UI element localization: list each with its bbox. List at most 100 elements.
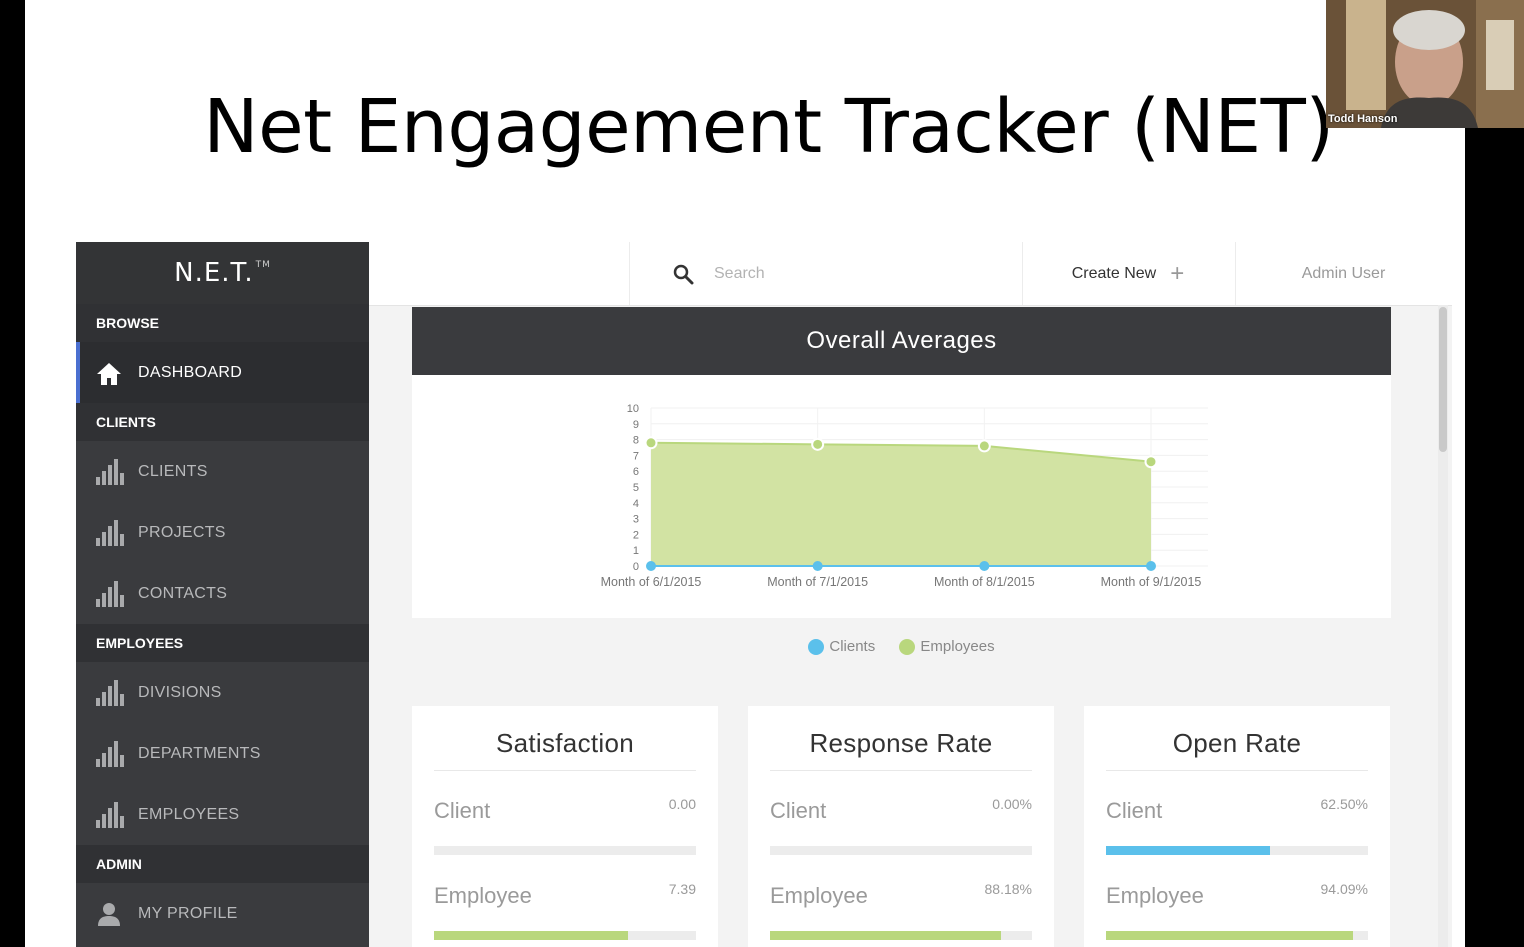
open-rate-card: Open Rate Client 62.50% Employee 94.09% — [1084, 706, 1390, 947]
scrollbar[interactable] — [1438, 305, 1448, 947]
legend-swatch-employees — [899, 638, 916, 655]
client-value: 0.00% — [992, 796, 1032, 812]
x-tick-label: Month of 7/1/2015 — [767, 575, 868, 589]
chart-card-title: Overall Averages — [412, 307, 1391, 375]
bar-chart-icon — [96, 580, 124, 607]
employee-progress-fill — [770, 931, 1002, 940]
employees-point — [811, 437, 825, 451]
clients-point — [1146, 561, 1156, 571]
x-tick-label: Month of 9/1/2015 — [1101, 575, 1202, 589]
y-tick-label: 10 — [627, 403, 639, 415]
admin-user-menu[interactable]: Admin User — [1301, 264, 1386, 282]
search-bar — [629, 242, 1023, 305]
webcam-image — [1326, 0, 1524, 128]
overall-averages-card: Overall Averages 0 1 2 3 4 5 6 7 8 9 10 Month of 6/… — [412, 307, 1391, 618]
bar-chart-icon — [96, 801, 124, 828]
y-tick-label: 7 — [633, 450, 639, 462]
sidebar-item-employees[interactable]: EMPLOYEES — [76, 784, 369, 845]
client-label: Client — [434, 798, 491, 823]
employees-line — [650, 441, 1152, 463]
y-tick-label: 2 — [633, 529, 639, 541]
y-tick-label: 4 — [633, 498, 639, 510]
sidebar-item-departments[interactable]: DEPARTMENTS — [76, 723, 369, 784]
sidebar-item-divisions[interactable]: DIVISIONS — [76, 662, 369, 723]
webcam-video: Todd Hanson — [1326, 0, 1524, 128]
clients-point — [812, 561, 823, 571]
sidebar-item-my-profile[interactable]: MY PROFILE — [76, 883, 369, 944]
y-tick-label: 5 — [633, 482, 639, 494]
bar-chart-icon — [96, 458, 124, 485]
app-logo[interactable]: N.E.T. TM — [174, 258, 271, 288]
sidebar-item-label: DEPARTMENTS — [138, 744, 261, 762]
logo-bar: N.E.T. TM — [76, 242, 369, 304]
section-admin: ADMIN — [76, 845, 369, 883]
card-divider — [434, 770, 696, 771]
search-icon[interactable] — [672, 263, 694, 285]
employee-progress-bar — [434, 931, 696, 940]
y-tick-label: 6 — [633, 466, 639, 478]
client-label: Client — [1106, 798, 1163, 823]
employee-progress-fill — [434, 931, 628, 940]
y-tick-label: 1 — [633, 545, 639, 557]
client-progress-fill — [1106, 846, 1270, 855]
legend-item-employees[interactable]: Employees — [899, 638, 995, 655]
sidebar: N.E.T. TM BROWSE DASHBOARD CLIENTS CLIENT… — [76, 242, 369, 947]
employee-progress-fill — [1106, 931, 1353, 940]
logo-text: N.E.T. — [174, 258, 254, 288]
employees-point — [644, 436, 658, 450]
y-tick-label: 3 — [633, 514, 639, 526]
client-label: Client — [770, 798, 827, 823]
create-new-button[interactable]: Create New + — [1021, 242, 1236, 305]
employee-label: Employee — [434, 883, 532, 908]
y-tick-label: 0 — [633, 561, 639, 573]
employee-label: Employee — [1106, 883, 1204, 908]
employees-point — [977, 439, 991, 453]
slide-title: Net Engagement Tracker (NET) — [203, 84, 1334, 170]
sidebar-item-dashboard[interactable]: DASHBOARD — [76, 342, 369, 403]
employee-value: 94.09% — [1320, 881, 1368, 897]
sidebar-item-label: DIVISIONS — [138, 683, 222, 701]
y-tick-label: 8 — [633, 435, 639, 447]
legend-item-clients[interactable]: Clients — [808, 638, 875, 655]
sidebar-item-label: EMPLOYEES — [138, 805, 240, 823]
x-tick-label: Month of 8/1/2015 — [934, 575, 1035, 589]
card-title: Open Rate — [1172, 728, 1302, 758]
sidebar-item-label: DASHBOARD — [138, 363, 243, 381]
employee-progress-bar — [1106, 931, 1368, 940]
card-title: Satisfaction — [495, 728, 634, 758]
sidebar-item-projects[interactable]: PROJECTS — [76, 502, 369, 563]
employee-progress-bar — [770, 931, 1032, 940]
search-input[interactable] — [712, 260, 996, 288]
scroll-thumb[interactable] — [1439, 307, 1447, 452]
bar-chart-icon — [96, 519, 124, 546]
legend-swatch-clients — [808, 638, 825, 655]
employee-value: 7.39 — [668, 881, 696, 897]
satisfaction-card: Satisfaction Client 0.00 Employee 7.39 — [412, 706, 718, 947]
client-progress-bar — [1106, 846, 1368, 855]
trademark: TM — [255, 260, 271, 270]
sidebar-item-label: CONTACTS — [138, 584, 228, 602]
net-app-screenshot: N.E.T. TM BROWSE DASHBOARD CLIENTS CLIENT… — [76, 242, 1452, 947]
sidebar-item-label: PROJECTS — [138, 523, 226, 541]
user-icon — [96, 901, 124, 927]
chart-legend: Clients Employees — [412, 638, 1391, 659]
home-icon — [96, 360, 124, 386]
presentation-slide: Net Engagement Tracker (NET) N.E.T. TM BR… — [25, 0, 1465, 947]
client-progress-bar — [434, 846, 696, 855]
sidebar-item-clients[interactable]: CLIENTS — [76, 441, 369, 502]
sidebar-item-contacts[interactable]: CONTACTS — [76, 563, 369, 624]
y-tick-label: 9 — [633, 419, 639, 431]
bar-chart-icon — [96, 740, 124, 767]
client-value: 0.00 — [668, 796, 696, 812]
top-bar: Create New + Admin User — [369, 242, 1452, 306]
client-progress-bar — [770, 846, 1032, 855]
bar-chart-icon — [96, 679, 124, 706]
employee-value: 88.18% — [984, 881, 1032, 897]
legend-label-clients: Clients — [829, 638, 876, 655]
employees-point — [1144, 455, 1158, 469]
sidebar-item-label: CLIENTS — [138, 462, 208, 480]
sidebar-item-label: MY PROFILE — [138, 904, 238, 922]
legend-label-employees: Employees — [920, 638, 995, 655]
plus-icon: + — [1170, 259, 1185, 287]
clients-point — [979, 561, 990, 571]
